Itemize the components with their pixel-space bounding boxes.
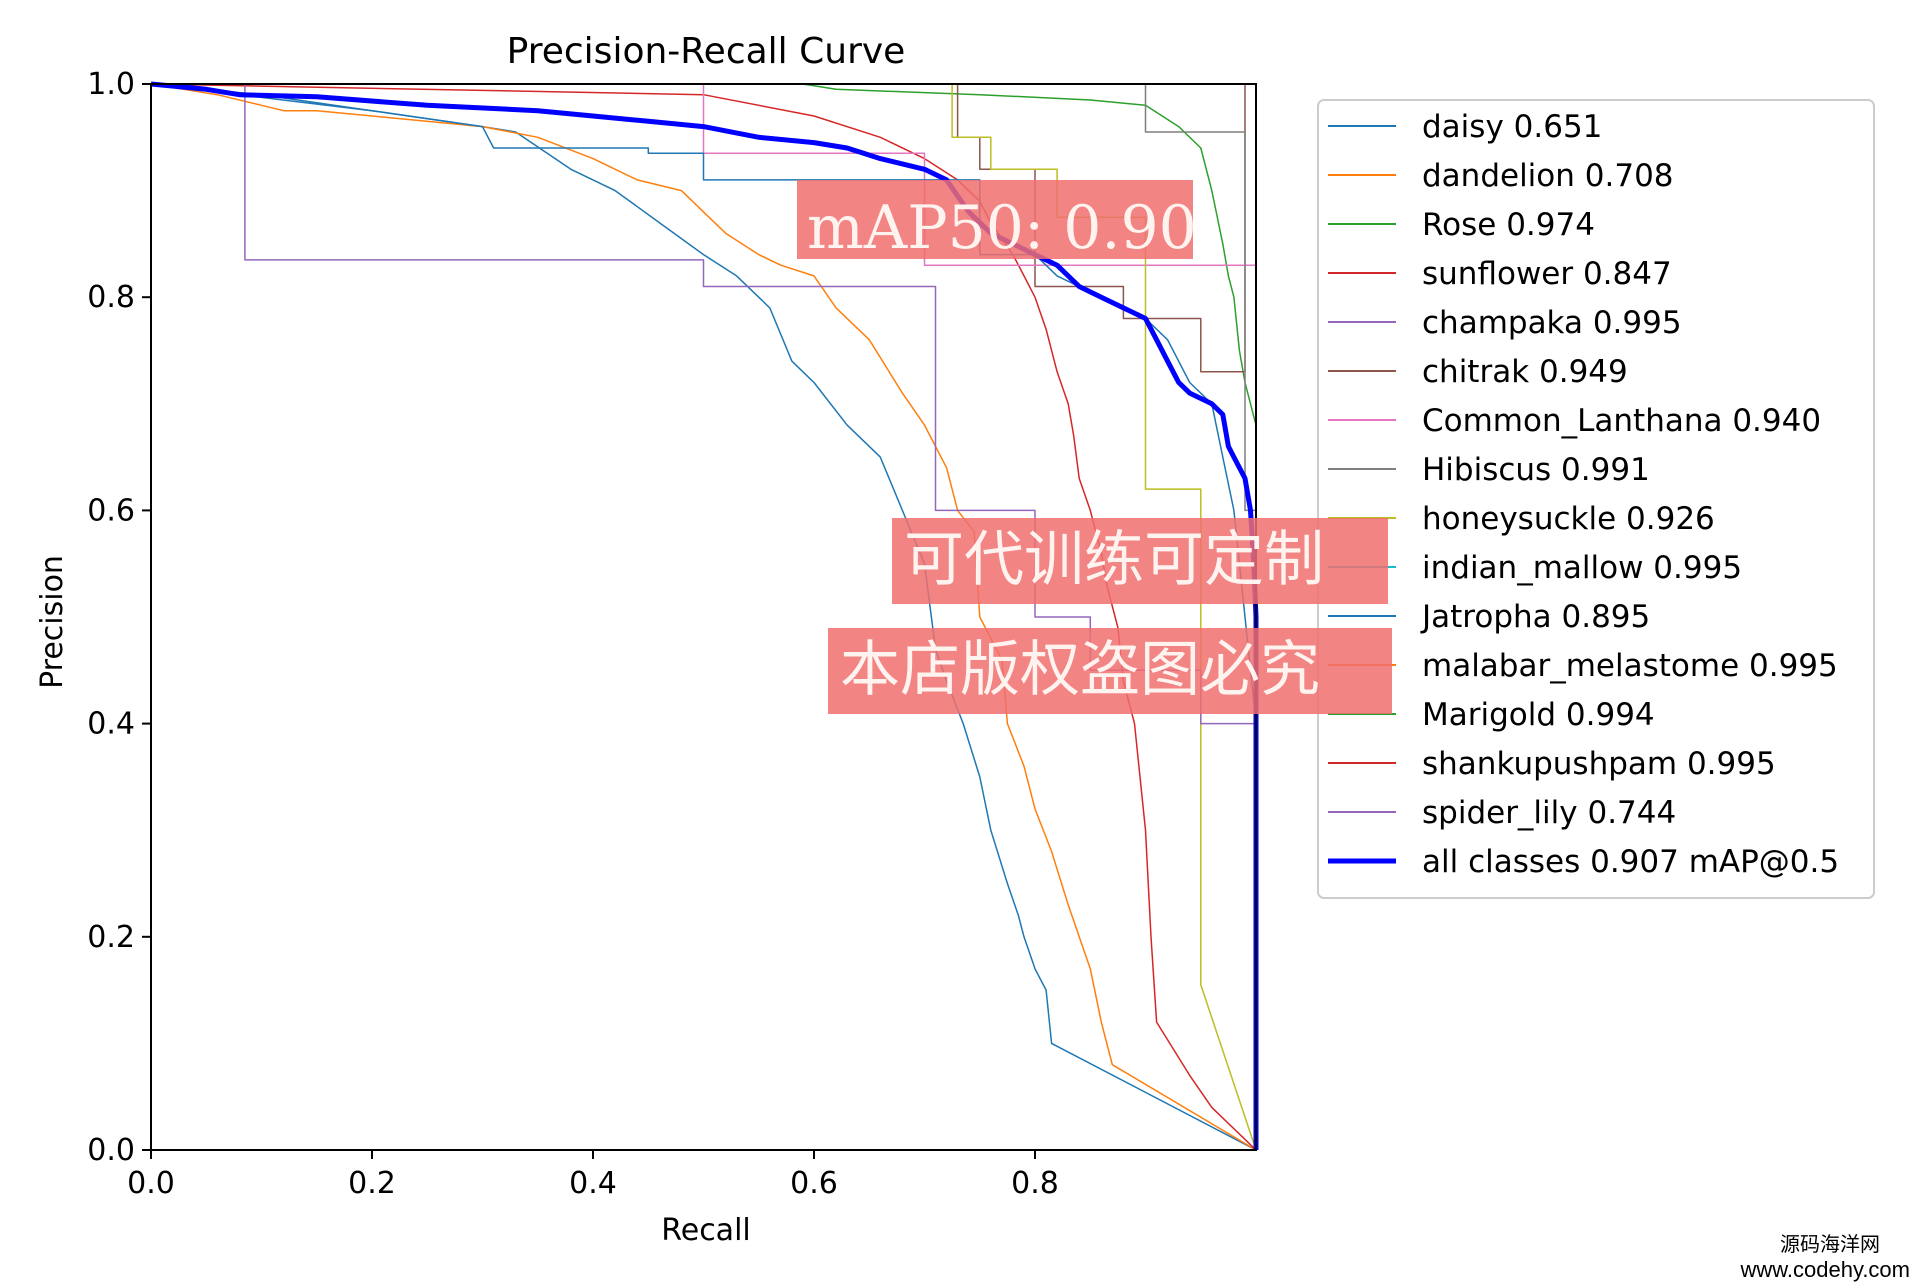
legend-label: dandelion 0.708 [1422, 158, 1674, 194]
y-tick-label: 0.2 [87, 920, 135, 955]
x-axis-label: Recall [661, 1213, 751, 1248]
chart-title: Precision-Recall Curve [507, 31, 906, 72]
legend-label: daisy 0.651 [1422, 109, 1602, 145]
legend-label: Rose 0.974 [1422, 207, 1595, 243]
legend-label: all classes 0.907 mAP@0.5 [1422, 844, 1839, 880]
site-name: 源码海洋网 [1720, 1228, 1910, 1257]
legend-label: shankupushpam 0.995 [1422, 746, 1776, 782]
x-tick-label: 0.8 [1011, 1166, 1059, 1201]
legend-label: Jatropha 0.895 [1420, 599, 1650, 635]
legend-label: malabar_melastome 0.995 [1422, 648, 1838, 684]
legend-label: sunflower 0.847 [1422, 256, 1672, 292]
legend-label: chitrak 0.949 [1422, 354, 1628, 390]
site-url: www.codehy.com [1720, 1257, 1910, 1283]
legend-label: Common_Lanthana 0.940 [1422, 403, 1821, 439]
legend-label: champaka 0.995 [1422, 305, 1682, 341]
x-tick-label: 0.6 [790, 1166, 838, 1201]
legend-label: spider_lily 0.744 [1422, 795, 1676, 831]
y-tick-label: 0.0 [87, 1133, 135, 1168]
watermark-copyright: 本店版权盗图必究 [828, 628, 1392, 714]
x-tick-label: 0.4 [569, 1166, 617, 1201]
y-axis-label: Precision [35, 555, 70, 689]
x-tick-label: 0.0 [127, 1166, 175, 1201]
y-tick-label: 0.6 [87, 493, 135, 528]
legend-label: Hibiscus 0.991 [1422, 452, 1650, 488]
y-tick-label: 0.8 [87, 280, 135, 315]
y-tick-label: 1.0 [87, 67, 135, 102]
watermark-map50: mAP50: 0.90 [797, 180, 1193, 259]
y-tick-label: 0.4 [87, 707, 135, 742]
legend: daisy 0.651 dandelion 0.708 Rose 0.974 sunf… [1318, 100, 1874, 898]
watermark-training: 可代训练可定制 [892, 518, 1388, 604]
site-watermark: 源码海洋网 www.codehy.com [1720, 1228, 1910, 1283]
legend-label: indian_mallow 0.995 [1422, 550, 1742, 586]
legend-label: Marigold 0.994 [1422, 697, 1655, 733]
x-tick-label: 0.2 [348, 1166, 396, 1201]
legend-label: honeysuckle 0.926 [1422, 501, 1715, 537]
